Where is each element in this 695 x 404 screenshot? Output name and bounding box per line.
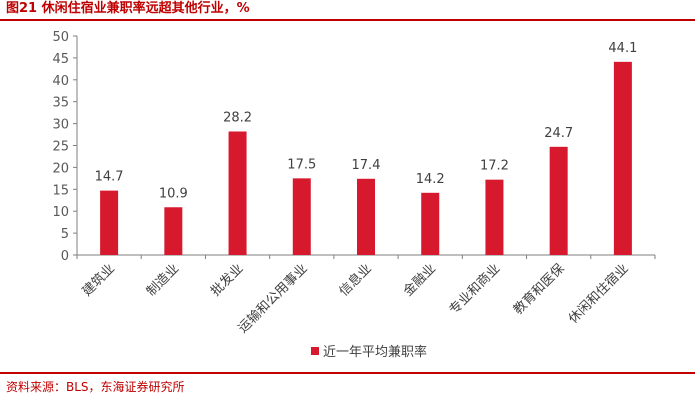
y-tick-label: 5 — [61, 227, 69, 242]
data-label: 17.2 — [480, 159, 509, 174]
bar-series — [100, 61, 632, 256]
x-tick-label: 专业和商业 — [447, 261, 504, 318]
bar — [164, 207, 183, 255]
bar — [549, 146, 568, 255]
data-label: 24.7 — [544, 126, 573, 141]
data-label: 17.5 — [287, 157, 316, 172]
legend-swatch — [311, 347, 319, 355]
y-tick-label: 25 — [52, 140, 69, 155]
y-tick-label: 0 — [61, 249, 69, 264]
x-tick-label: 批发业 — [207, 261, 246, 300]
data-label: 28.2 — [223, 110, 252, 125]
x-tick-label: 教育和医保 — [510, 261, 567, 318]
x-tick-label: 金融业 — [400, 261, 439, 300]
y-tick-label: 15 — [52, 183, 69, 198]
data-label: 44.1 — [608, 41, 637, 56]
y-tick-label: 50 — [52, 30, 69, 45]
x-axis — [76, 254, 656, 259]
bar — [357, 178, 375, 255]
source-note: 资料来源：BLS，东海证券研究所 — [6, 380, 185, 394]
bar — [228, 131, 247, 255]
data-labels: 14.7 10.9 28.2 17.5 17.4 14.2 17.2 24.7 44.1 — [95, 41, 638, 201]
bottom-rule — [0, 372, 695, 374]
chart-title: 图21 休闲住宿业兼职率远超其他行业，% — [6, 1, 250, 16]
data-label: 14.2 — [416, 172, 445, 187]
legend-label: 近一年平均兼职率 — [323, 344, 427, 360]
y-tick-label: 45 — [52, 52, 69, 67]
y-axis: 0 5 10 15 20 25 30 35 40 45 50 — [52, 30, 78, 264]
x-tick-label: 休闲和住宿业 — [565, 261, 631, 327]
x-tick-label: 信息业 — [336, 261, 375, 300]
y-tick-label: 20 — [52, 161, 69, 176]
data-label: 14.7 — [95, 170, 124, 185]
bar — [485, 179, 504, 255]
y-tick-label: 30 — [52, 118, 69, 133]
top-rule — [0, 19, 695, 21]
y-tick-label: 10 — [52, 205, 69, 220]
x-tick-label: 建筑业 — [79, 261, 118, 300]
bar — [613, 61, 632, 256]
y-tick-label: 40 — [52, 74, 69, 89]
data-label: 17.4 — [352, 158, 381, 173]
legend: 近一年平均兼职率 — [311, 344, 427, 360]
y-tick-label: 35 — [52, 96, 69, 111]
data-label: 10.9 — [159, 186, 188, 201]
bar — [292, 178, 311, 255]
x-tick-label: 制造业 — [144, 261, 182, 299]
bar — [421, 192, 440, 255]
bar — [100, 190, 119, 255]
